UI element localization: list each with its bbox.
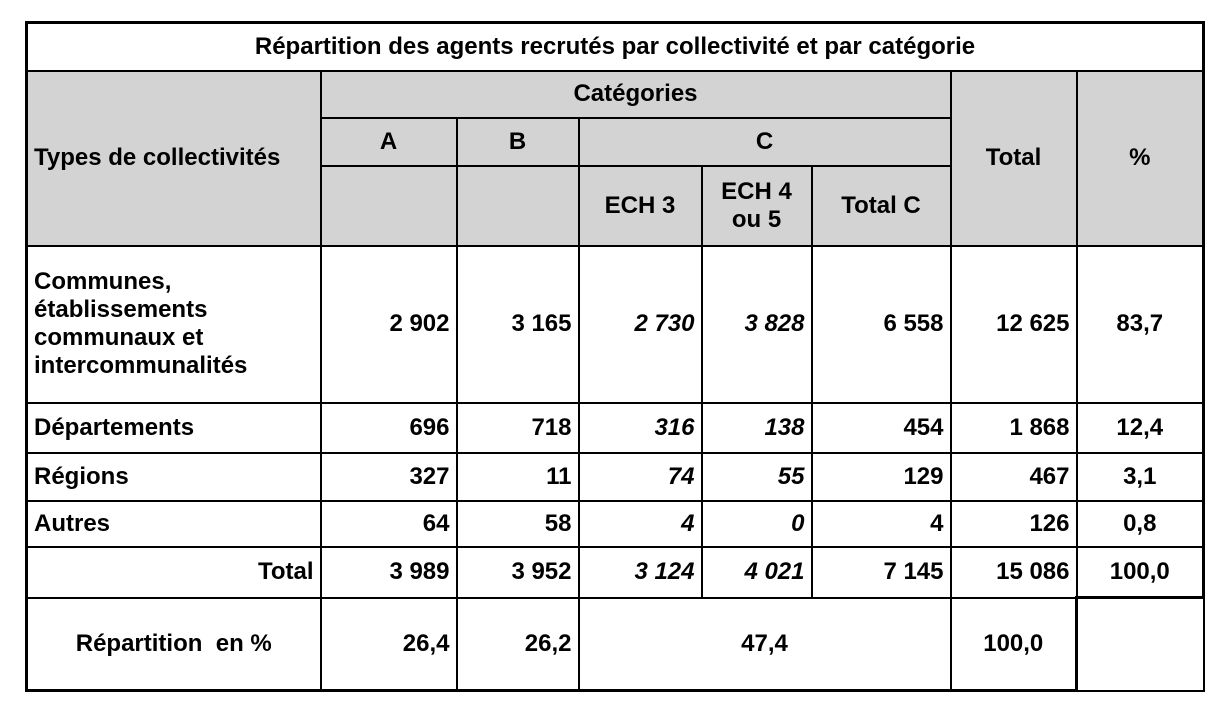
cell-communes-total: 12 625 — [949, 244, 1078, 404]
row-label-regions: Régions — [25, 451, 322, 502]
table-title: Répartition des agents recrutés par coll… — [25, 21, 1205, 72]
header-total: Total — [949, 69, 1078, 247]
cell-total-pct: 100,0 — [1075, 545, 1205, 599]
cell-departements-ech3: 316 — [577, 401, 703, 454]
cell-repartition-a: 26,4 — [319, 596, 458, 692]
repartition-table: Répartition des agents recrutés par coll… — [25, 21, 1205, 692]
cell-repartition-b: 26,2 — [455, 596, 580, 692]
cell-regions-ech3: 74 — [577, 451, 703, 502]
cell-total-b: 3 952 — [455, 545, 580, 599]
cell-communes-pct: 83,7 — [1075, 244, 1205, 404]
header-category-b-sub-empty — [455, 164, 580, 247]
cell-departements-total: 1 868 — [949, 401, 1078, 454]
cell-total-ech45: 4 021 — [700, 545, 813, 599]
cell-communes-ech3: 2 730 — [577, 244, 703, 404]
row-label-departements: Départements — [25, 401, 322, 454]
cell-regions-b: 11 — [455, 451, 580, 502]
cell-total-total: 15 086 — [949, 545, 1078, 599]
empty-notch-cell — [1075, 596, 1205, 692]
header-category-b: B — [455, 116, 580, 167]
cell-autres-ech45: 0 — [700, 499, 813, 548]
header-category-c: C — [577, 116, 952, 167]
header-category-a-sub-empty — [319, 164, 458, 247]
row-label-total: Total — [25, 545, 322, 599]
cell-regions-a: 327 — [319, 451, 458, 502]
cell-repartition-total: 100,0 — [949, 596, 1078, 692]
header-categories: Catégories — [319, 69, 952, 119]
row-label-communes: Communes, établissements communaux et in… — [25, 244, 322, 404]
cell-regions-pct: 3,1 — [1075, 451, 1205, 502]
cell-departements-ech45: 138 — [700, 401, 813, 454]
cell-autres-b: 58 — [455, 499, 580, 548]
cell-autres-a: 64 — [319, 499, 458, 548]
table-row-repartition: Répartition en % 26,4 26,2 47,4 100,0 — [25, 596, 1205, 692]
cell-total-ech3: 3 124 — [577, 545, 703, 599]
table-row-total: Total 3 989 3 952 3 124 4 021 7 145 15 0… — [25, 545, 1205, 599]
cell-communes-b: 3 165 — [455, 244, 580, 404]
cell-total-total-c: 7 145 — [810, 545, 952, 599]
cell-departements-b: 718 — [455, 401, 580, 454]
cell-communes-ech45: 3 828 — [700, 244, 813, 404]
cell-departements-a: 696 — [319, 401, 458, 454]
cell-departements-pct: 12,4 — [1075, 401, 1205, 454]
header-category-a: A — [319, 116, 458, 167]
cell-communes-total-c: 6 558 — [810, 244, 952, 404]
header-types-de-collectivites: Types de collectivités — [25, 69, 322, 247]
cell-autres-pct: 0,8 — [1075, 499, 1205, 548]
cell-communes-a: 2 902 — [319, 244, 458, 404]
cell-departements-total-c: 454 — [810, 401, 952, 454]
cell-autres-total-c: 4 — [810, 499, 952, 548]
cell-autres-total: 126 — [949, 499, 1078, 548]
cell-total-a: 3 989 — [319, 545, 458, 599]
cell-regions-total-c: 129 — [810, 451, 952, 502]
row-label-autres: Autres — [25, 499, 322, 548]
table-row: Départements 696 718 316 138 454 1 868 1… — [25, 401, 1205, 454]
table-row: Communes, établissements communaux et in… — [25, 244, 1205, 404]
header-percent: % — [1075, 69, 1205, 247]
cell-autres-ech3: 4 — [577, 499, 703, 548]
table-row: Régions 327 11 74 55 129 467 3,1 — [25, 451, 1205, 502]
header-ech3: ECH 3 — [577, 164, 703, 247]
cell-repartition-c: 47,4 — [577, 596, 952, 692]
table-row: Autres 64 58 4 0 4 126 0,8 — [25, 499, 1205, 548]
cell-regions-ech45: 55 — [700, 451, 813, 502]
row-label-repartition: Répartition en % — [25, 596, 322, 692]
cell-regions-total: 467 — [949, 451, 1078, 502]
header-ech4-ou-5: ECH 4 ou 5 — [700, 164, 813, 247]
header-total-c: Total C — [810, 164, 952, 247]
